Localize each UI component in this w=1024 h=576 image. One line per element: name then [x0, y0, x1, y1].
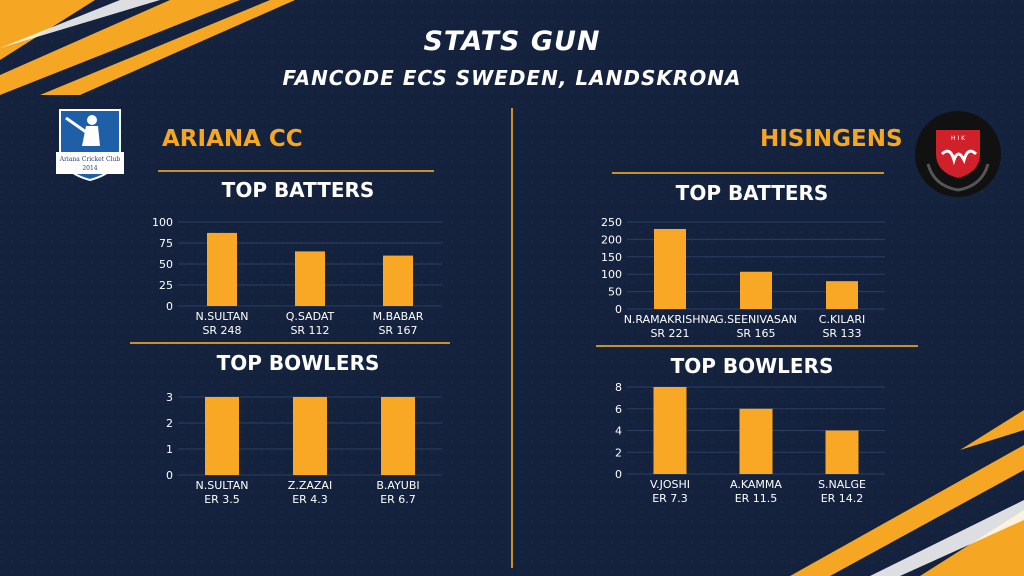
- rule-right-mid: [596, 345, 918, 347]
- right-batters-heading: TOP BATTERS: [675, 181, 829, 205]
- team-name-left: ARIANA CC: [162, 126, 303, 152]
- page-title: STATS GUN: [423, 26, 601, 57]
- hisingens-logo: H I K: [915, 111, 1001, 197]
- rule-right-top: [612, 172, 884, 174]
- logo-text-line-2: 2014: [82, 165, 97, 172]
- center-divider: [511, 108, 513, 568]
- right-bowlers-heading: TOP BOWLERS: [670, 354, 834, 378]
- logo-text: H I K: [951, 135, 966, 142]
- left-bowlers-heading: TOP BOWLERS: [216, 351, 380, 375]
- ariana-cc-logo: Ariana Cricket Club 2014: [56, 109, 124, 182]
- left-batters-heading: TOP BATTERS: [221, 178, 375, 202]
- team-name-right: HISINGENS: [760, 126, 903, 152]
- page-subtitle: FANCODE ECS SWEDEN, LANDSKRONA: [282, 66, 742, 90]
- rule-left-mid: [130, 342, 450, 344]
- rule-left-top: [158, 170, 434, 172]
- logo-text-line-1: Ariana Cricket Club: [59, 156, 121, 163]
